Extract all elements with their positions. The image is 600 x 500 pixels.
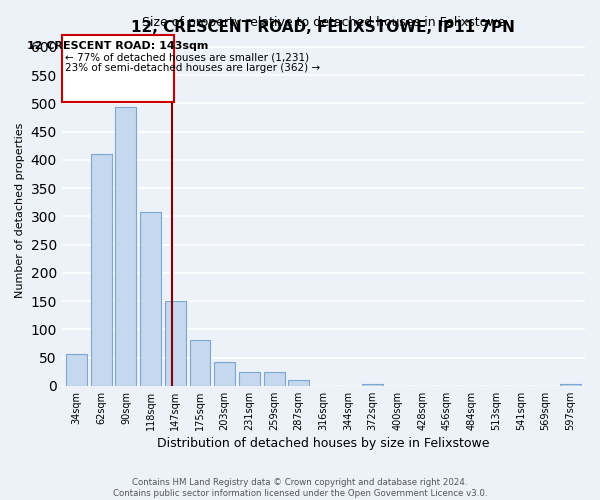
Text: ← 77% of detached houses are smaller (1,231): ← 77% of detached houses are smaller (1,…: [65, 52, 309, 62]
Title: 12, CRESCENT ROAD, FELIXSTOWE, IP11 7PN: 12, CRESCENT ROAD, FELIXSTOWE, IP11 7PN: [131, 20, 515, 34]
Bar: [115, 108, 136, 386]
X-axis label: Distribution of detached houses by size in Felixstowe: Distribution of detached houses by size …: [157, 437, 490, 450]
Bar: [165, 301, 186, 386]
Bar: [140, 212, 161, 386]
Bar: [91, 154, 112, 386]
Bar: [214, 362, 235, 386]
Bar: [239, 372, 260, 386]
Text: Contains HM Land Registry data © Crown copyright and database right 2024.
Contai: Contains HM Land Registry data © Crown c…: [113, 478, 487, 498]
Bar: [66, 354, 87, 386]
Bar: [62, 34, 173, 102]
Bar: [560, 384, 581, 386]
Bar: [190, 340, 211, 386]
Text: 12 CRESCENT ROAD: 143sqm: 12 CRESCENT ROAD: 143sqm: [27, 42, 209, 51]
Bar: [362, 384, 383, 386]
Text: Size of property relative to detached houses in Felixstowe: Size of property relative to detached ho…: [142, 16, 505, 28]
Bar: [288, 380, 309, 386]
Y-axis label: Number of detached properties: Number of detached properties: [15, 123, 25, 298]
Text: 23% of semi-detached houses are larger (362) →: 23% of semi-detached houses are larger (…: [65, 63, 320, 73]
Bar: [263, 372, 284, 386]
